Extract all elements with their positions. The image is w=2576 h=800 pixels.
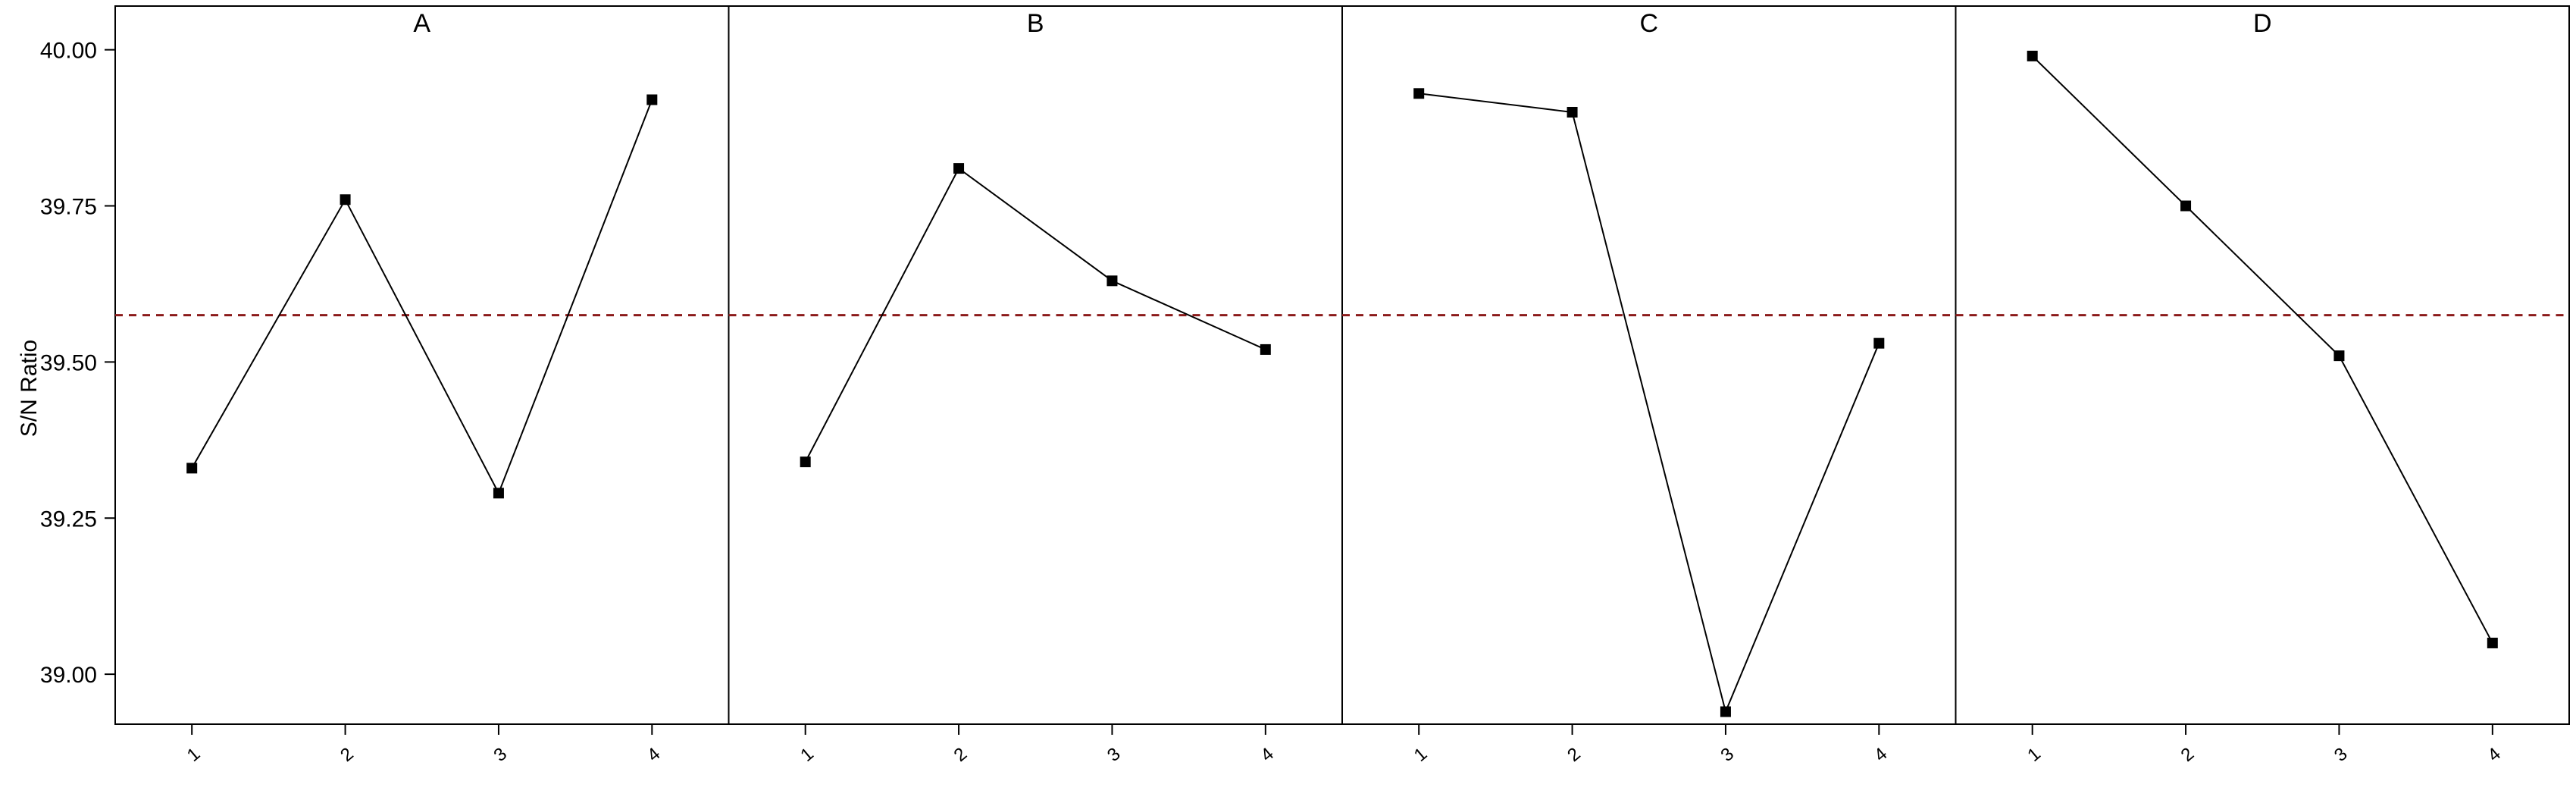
data-point bbox=[2027, 50, 2038, 61]
x-tick-label: 3 bbox=[1717, 744, 1738, 766]
x-tick-label: 4 bbox=[1870, 744, 1892, 766]
data-point bbox=[186, 463, 198, 474]
data-point bbox=[2487, 637, 2498, 648]
series-line bbox=[804, 167, 1266, 463]
data-point bbox=[340, 194, 351, 205]
data-point bbox=[1260, 344, 1271, 355]
series-line bbox=[1419, 93, 1880, 714]
y-tick-label: 40.00 bbox=[40, 39, 97, 64]
data-point bbox=[953, 163, 965, 174]
y-axis-label: S/N Ratio bbox=[17, 340, 42, 437]
data-point bbox=[1106, 275, 1118, 287]
panel-frame bbox=[1341, 5, 1957, 725]
data-point bbox=[2333, 350, 2345, 362]
data-point bbox=[1567, 106, 1578, 118]
x-tick-label: 1 bbox=[797, 744, 818, 766]
panel-d: D 1 2 3 4 bbox=[1955, 5, 2570, 766]
panel-title: B bbox=[1027, 9, 1044, 38]
x-tick-label: 2 bbox=[2177, 744, 2199, 766]
x-tick-label: 4 bbox=[1257, 744, 1278, 766]
data-point bbox=[1873, 337, 1885, 349]
data-point bbox=[2180, 200, 2192, 212]
panel-b: B 1 2 3 4 bbox=[728, 5, 1343, 766]
data-point bbox=[493, 488, 504, 499]
x-tick-label: 2 bbox=[336, 744, 358, 766]
x-tick-label: 4 bbox=[643, 744, 665, 766]
panel-title: D bbox=[2253, 9, 2272, 38]
data-point bbox=[800, 456, 811, 468]
panels: A 1 2 3 4 B 1 2 3 4 C 1 2 3 4 D 1 2 3 4 bbox=[114, 5, 2570, 766]
data-point bbox=[646, 94, 658, 105]
data-point bbox=[1720, 706, 1731, 717]
panel-frame bbox=[114, 5, 730, 725]
series-line bbox=[191, 99, 653, 495]
panel-a: A 1 2 3 4 bbox=[114, 5, 730, 766]
panel-c: C 1 2 3 4 bbox=[1341, 5, 1957, 766]
x-tick-label: 4 bbox=[2484, 744, 2505, 766]
x-tick-label: 2 bbox=[950, 744, 972, 766]
x-tick-label: 3 bbox=[1103, 744, 1125, 766]
panel-title: A bbox=[413, 9, 430, 38]
y-tick-label: 39.75 bbox=[40, 195, 97, 220]
y-tick-label: 39.25 bbox=[40, 507, 97, 532]
x-tick-label: 3 bbox=[2330, 744, 2352, 766]
data-point bbox=[1413, 88, 1425, 99]
x-tick-label: 2 bbox=[1563, 744, 1585, 766]
x-tick-label: 1 bbox=[183, 744, 205, 766]
series-line bbox=[2031, 55, 2493, 644]
y-axis-ticks: 40.00 39.75 39.50 39.25 39.00 bbox=[40, 39, 115, 688]
panel-frame bbox=[1955, 5, 2570, 725]
panel-frame bbox=[728, 5, 1343, 725]
x-tick-label: 3 bbox=[490, 744, 511, 766]
x-tick-label: 1 bbox=[2024, 744, 2045, 766]
x-tick-label: 1 bbox=[1410, 744, 1432, 766]
y-tick-label: 39.50 bbox=[40, 350, 97, 375]
panel-title: C bbox=[1639, 9, 1658, 38]
y-tick-label: 39.00 bbox=[40, 663, 97, 688]
